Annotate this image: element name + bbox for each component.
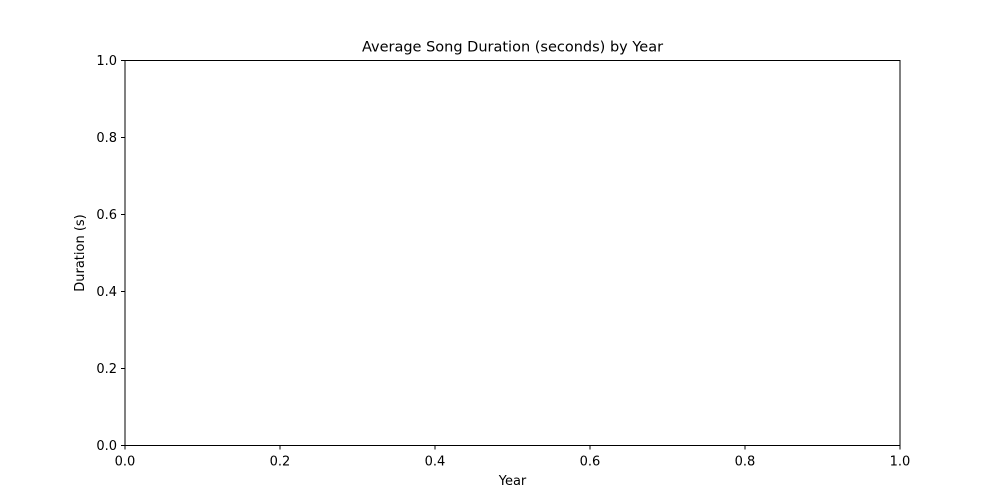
chart-title: Average Song Duration (seconds) by Year [362, 40, 663, 56]
y-tick-label: 0.4 [96, 285, 117, 300]
x-tick-label: 1.0 [890, 455, 911, 470]
x-tick-label: 0.4 [425, 455, 446, 470]
x-tick-label: 0.8 [735, 455, 756, 470]
x-axis-label: Year [498, 474, 527, 489]
y-tick-label: 0.6 [96, 208, 117, 223]
y-tick-label: 0.8 [96, 131, 117, 146]
y-tick-label: 0.2 [96, 362, 117, 377]
y-axis-label: Duration (s) [73, 214, 88, 292]
y-tick-label: 1.0 [96, 54, 117, 69]
y-tick-label: 0.0 [96, 439, 117, 454]
x-axis-ticks: 0.0 0.2 0.4 0.6 0.8 1.0 [115, 445, 911, 470]
plot-area [124, 60, 901, 446]
x-tick-label: 0.6 [580, 455, 601, 470]
y-axis-ticks: 0.0 0.2 0.4 0.6 0.8 1.0 [96, 54, 125, 454]
x-tick-label: 0.2 [270, 455, 291, 470]
x-tick-label: 0.0 [115, 455, 136, 470]
